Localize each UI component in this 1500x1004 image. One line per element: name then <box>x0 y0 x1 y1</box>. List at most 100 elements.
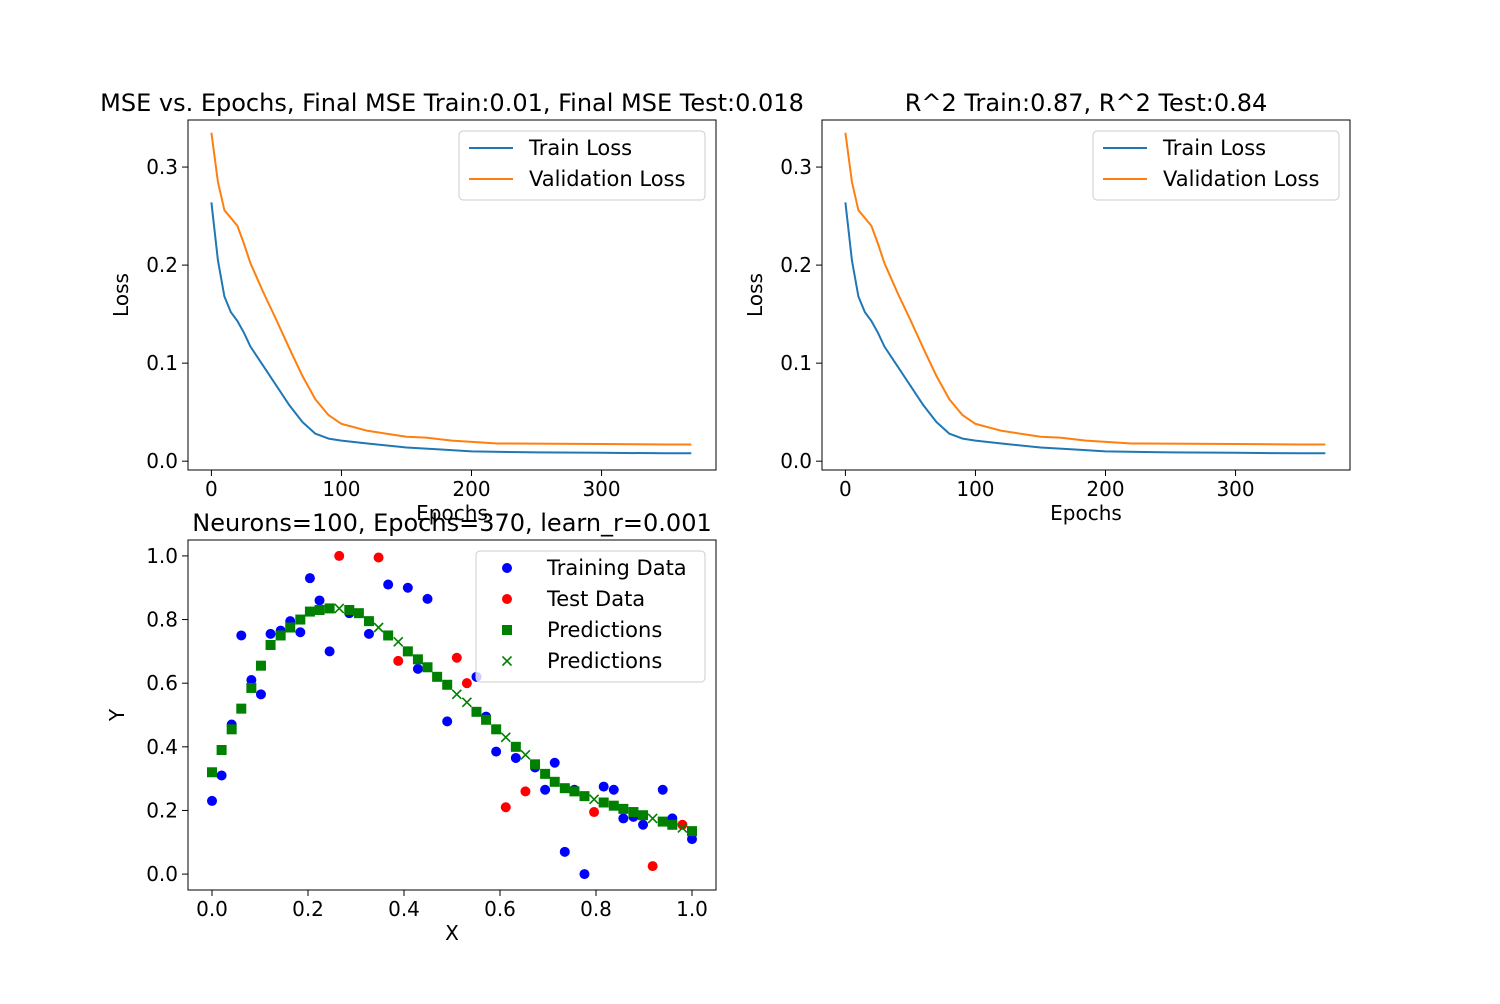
test-data-point <box>500 802 511 813</box>
training-data-point <box>491 746 502 757</box>
prediction-square-point <box>216 745 227 755</box>
y-axis-label: Loss <box>743 273 767 317</box>
plot-frame <box>187 539 717 891</box>
prediction-x-point <box>334 603 345 614</box>
x-tick-label: 300 <box>1216 477 1254 501</box>
training-data-point <box>383 579 394 590</box>
training-data-point <box>412 663 423 674</box>
x-tick-label: 1.0 <box>676 897 708 921</box>
prediction-square-point <box>383 630 394 641</box>
chart-panel-1: MSE vs. Epochs, Final MSE Train:0.01, Fi… <box>100 89 804 525</box>
legend-label: Test Data <box>546 587 645 611</box>
chart-title: MSE vs. Epochs, Final MSE Train:0.01, Fi… <box>100 89 804 117</box>
legend-label: Validation Loss <box>1163 167 1319 191</box>
training-data-point <box>638 819 649 830</box>
legend-label: Predictions <box>547 618 662 642</box>
x-tick-label: 0.0 <box>196 897 228 921</box>
y-tick-label: 0.6 <box>146 671 178 695</box>
training-data-point <box>295 627 306 638</box>
prediction-square-point <box>226 724 237 735</box>
training-data-point <box>363 628 374 639</box>
y-axis-label: Y <box>105 708 129 722</box>
prediction-square-point <box>432 671 443 682</box>
test-data-point <box>520 786 531 797</box>
series-line-validation-loss <box>844 132 1326 446</box>
legend-label: Train Loss <box>1162 136 1266 160</box>
training-data-point <box>510 752 521 763</box>
legend: Train Loss Validation Loss <box>458 130 706 201</box>
y-tick-label: 0.3 <box>780 155 812 179</box>
training-data-point <box>236 630 247 641</box>
training-data-point <box>657 784 668 795</box>
prediction-square-point <box>442 679 453 690</box>
y-tick-label: 0.2 <box>146 798 178 822</box>
training-data-point <box>540 784 551 795</box>
prediction-square-point <box>628 807 639 818</box>
x-tick-label: 200 <box>1086 477 1124 501</box>
x-axis-label: Epochs <box>416 501 488 525</box>
x-tick-label: 100 <box>956 477 994 501</box>
prediction-x-point <box>647 813 658 824</box>
prediction-square-point <box>324 603 335 614</box>
plot-area <box>207 550 697 880</box>
prediction-square-point <box>412 654 423 665</box>
training-data-point <box>579 869 590 880</box>
y-tick-label: 0.3 <box>146 155 178 179</box>
x-tick-label: 100 <box>322 477 360 501</box>
x-tick-label: 0.6 <box>484 897 516 921</box>
legend-box <box>458 130 706 201</box>
y-tick-label: 0.0 <box>780 449 812 473</box>
prediction-square-point <box>295 614 306 625</box>
prediction-square-point <box>402 646 413 657</box>
prediction-x-point <box>393 636 404 647</box>
y-tick-label: 0.1 <box>146 351 178 375</box>
legend-label: Validation Loss <box>529 167 685 191</box>
prediction-square-point <box>608 800 619 811</box>
prediction-square-point <box>481 714 492 725</box>
prediction-square-point <box>549 776 560 787</box>
prediction-square-point <box>569 786 580 797</box>
legend-box <box>1092 130 1340 201</box>
test-data-point <box>334 550 345 561</box>
prediction-x-point <box>589 794 600 805</box>
legend-label: Train Loss <box>528 136 632 160</box>
prediction-square-point <box>618 803 629 814</box>
prediction-square-point <box>285 622 296 633</box>
legend-swatch-square <box>502 625 512 635</box>
training-data-point <box>265 628 276 639</box>
y-tick-label: 0.4 <box>146 735 178 759</box>
prediction-square-point <box>363 616 374 627</box>
prediction-x-point <box>461 697 472 708</box>
test-data-point <box>373 552 384 563</box>
training-data-point <box>442 716 453 727</box>
prediction-x-point <box>373 622 384 633</box>
training-data-point <box>608 784 619 795</box>
x-tick-label: 200 <box>452 477 490 501</box>
legend-label: Training Data <box>546 556 687 580</box>
test-data-point <box>677 819 688 830</box>
y-tick-label: 0.2 <box>780 253 812 277</box>
y-tick-label: 0.0 <box>146 449 178 473</box>
prediction-square-point <box>579 791 590 802</box>
y-tick-label: 0.2 <box>146 253 178 277</box>
training-data-point <box>549 757 560 768</box>
y-tick-label: 1.0 <box>146 544 178 568</box>
training-data-point <box>422 593 433 604</box>
legend: Training Data Test Data Predictions Predict… <box>475 550 706 683</box>
prediction-square-point <box>598 797 609 808</box>
test-data-point <box>647 861 658 872</box>
prediction-square-point <box>471 706 482 717</box>
training-data-point <box>314 595 325 606</box>
prediction-square-point <box>491 724 502 735</box>
plot-area <box>844 132 1326 455</box>
chart-panel-2: R^2 Train:0.87, R^2 Test:0.84 0 100 200 300 0… <box>743 89 1351 525</box>
legend-box <box>475 550 706 683</box>
series-line-validation-loss <box>210 132 692 446</box>
prediction-square-point <box>314 605 325 615</box>
prediction-square-point <box>638 810 649 821</box>
y-tick-label: 0.8 <box>146 608 178 632</box>
x-tick-label: 0 <box>205 477 218 501</box>
x-tick-label: 0 <box>839 477 852 501</box>
y-tick-label: 0.0 <box>146 862 178 886</box>
